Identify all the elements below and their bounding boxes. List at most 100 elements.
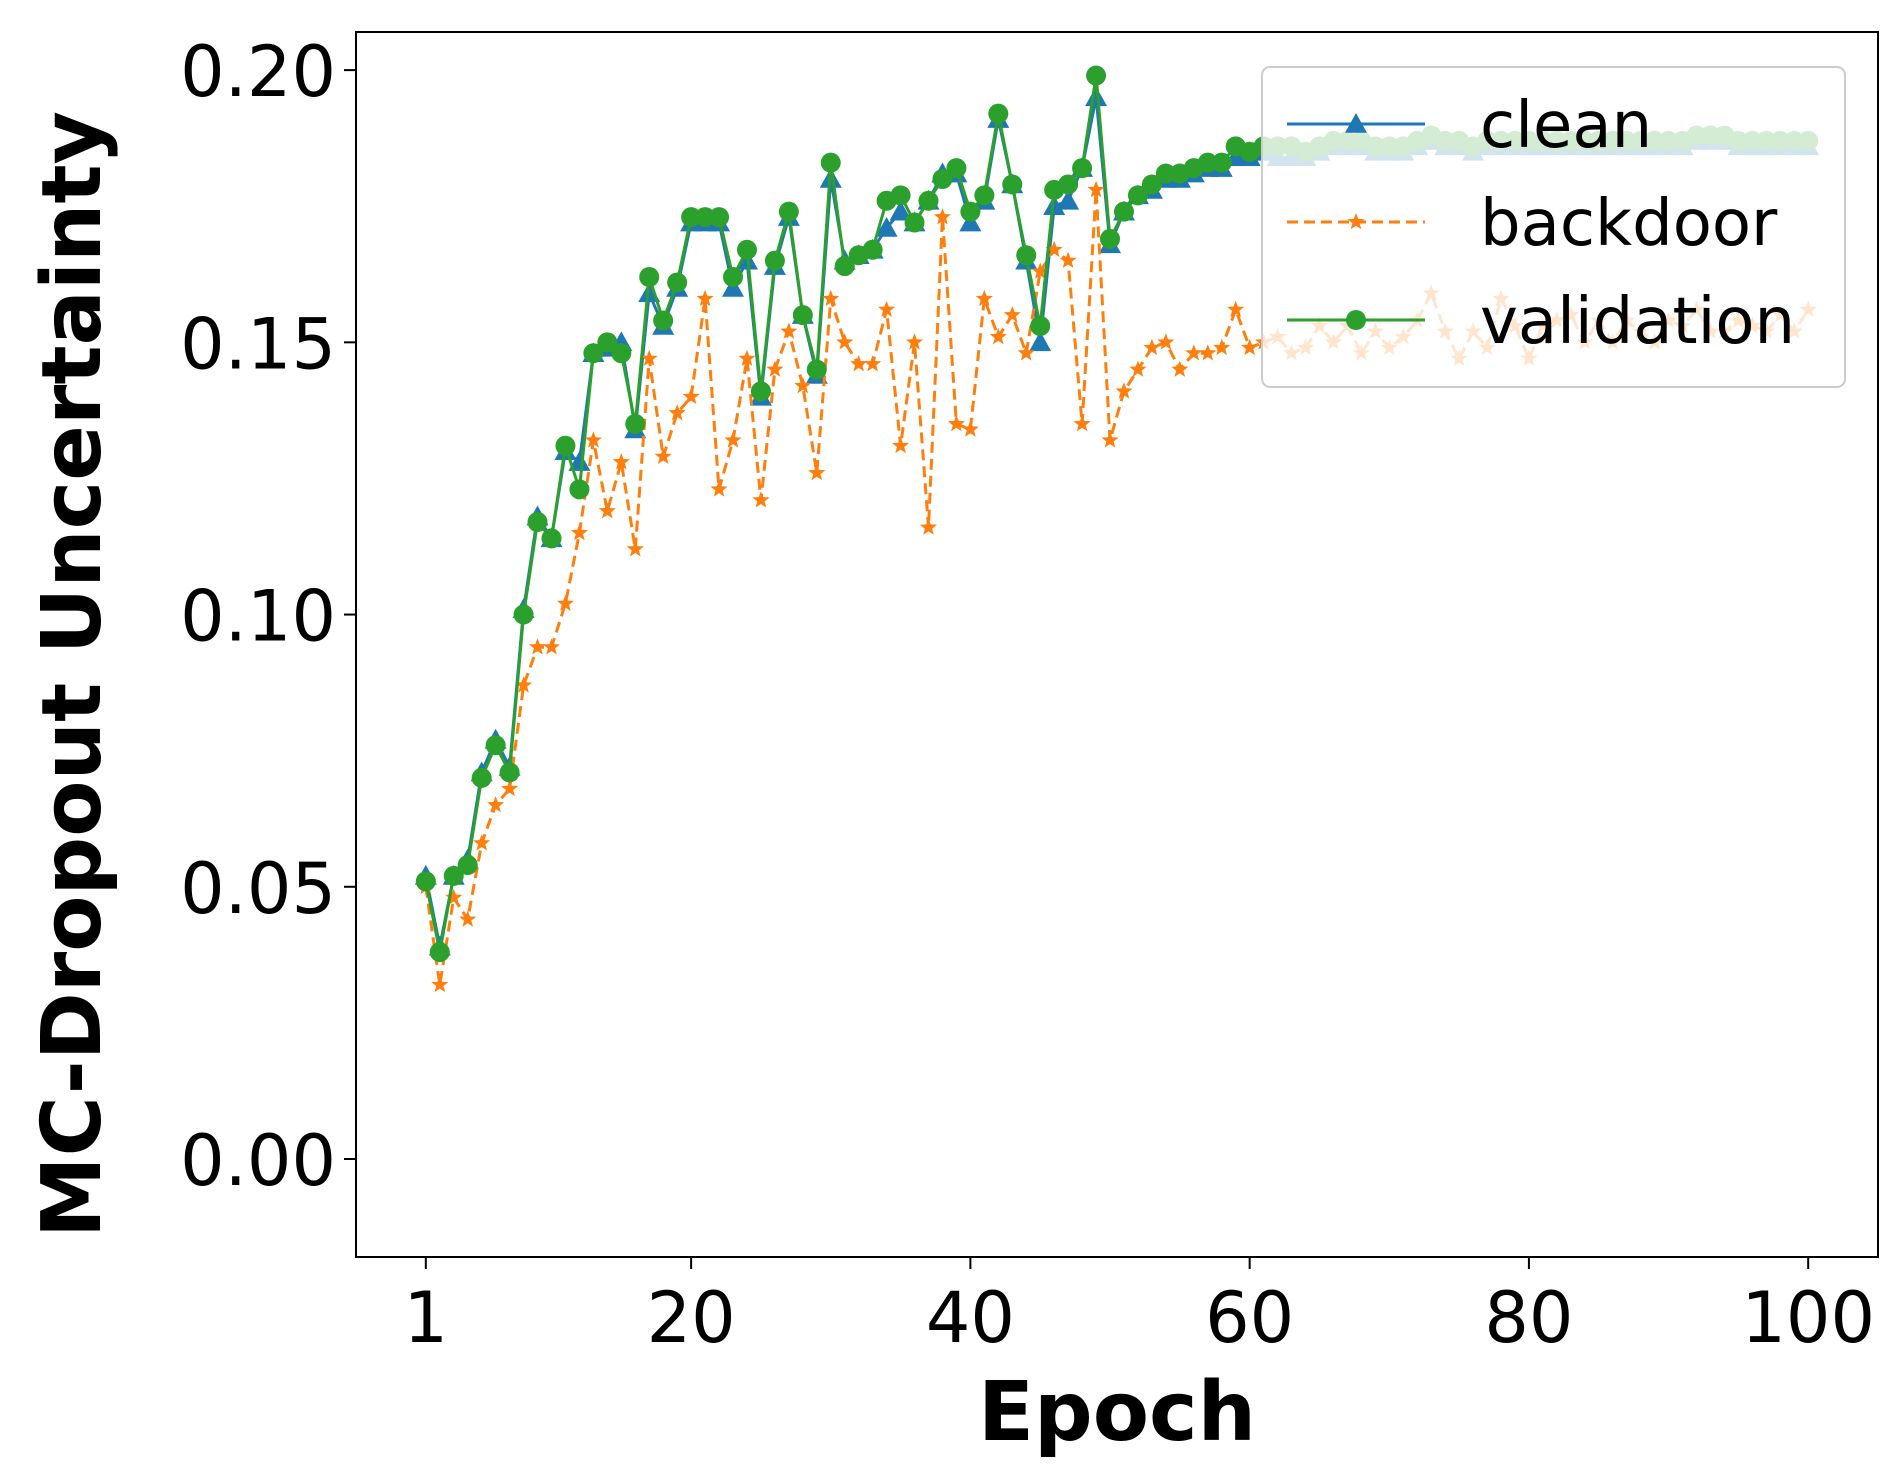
data-point-validation [723, 267, 744, 287]
data-point-validation [1030, 316, 1051, 336]
data-point-backdoor [612, 453, 630, 470]
data-point-backdoor [864, 355, 882, 372]
data-point-validation [1086, 65, 1107, 86]
data-point-validation [1058, 174, 1079, 195]
data-point-backdoor [1227, 300, 1245, 317]
y-axis-title: MC-Dropout Uncertainty [25, 111, 120, 1238]
legend-box [1261, 66, 1846, 388]
data-point-backdoor [947, 415, 965, 432]
data-point-backdoor [975, 289, 993, 307]
data-point-validation [834, 256, 855, 277]
data-point-validation [639, 267, 660, 287]
data-point-backdoor [1031, 262, 1049, 279]
data-point-validation [988, 103, 1009, 124]
data-point-validation [750, 381, 771, 402]
data-point-validation [1211, 152, 1232, 173]
data-point-backdoor [878, 300, 896, 317]
data-point-validation [681, 207, 702, 228]
legend-marker-backdoor [1347, 213, 1365, 230]
x-tick-label: 20 [647, 1277, 736, 1359]
data-point-clean [875, 217, 898, 237]
legend-entry-clean: clean [1287, 89, 1652, 163]
data-point-backdoor [808, 464, 826, 481]
data-point-backdoor [570, 523, 588, 541]
data-point-backdoor [1171, 360, 1189, 377]
data-point-clean [1057, 189, 1080, 210]
data-point-validation [583, 343, 604, 364]
data-point-validation [1002, 174, 1023, 195]
data-point-validation [653, 310, 674, 331]
data-point-backdoor [1129, 360, 1147, 377]
y-tick-label: 0.20 [180, 31, 336, 113]
data-point-validation [1197, 152, 1218, 173]
data-point-backdoor [1003, 306, 1021, 323]
data-point-backdoor [1185, 344, 1203, 361]
x-tick-label: 80 [1484, 1277, 1573, 1359]
data-point-backdoor [794, 376, 812, 394]
data-point-validation [792, 305, 813, 326]
data-point-backdoor [487, 796, 505, 813]
data-point-backdoor [668, 404, 686, 421]
data-point-validation [1127, 185, 1148, 206]
data-point-backdoor [431, 975, 449, 993]
data-point-validation [1113, 201, 1134, 222]
data-point-backdoor [501, 779, 519, 797]
data-point-backdoor [1241, 338, 1259, 356]
data-point-validation [485, 735, 506, 756]
data-point-backdoor [1143, 338, 1161, 356]
data-point-backdoor [654, 447, 672, 464]
data-point-clean [889, 200, 912, 221]
data-point-backdoor [1157, 333, 1175, 350]
data-point-validation [513, 604, 534, 625]
data-point-backdoor [752, 491, 770, 508]
data-point-validation [443, 865, 464, 886]
data-point-backdoor [892, 436, 910, 454]
data-point-clean [1085, 86, 1108, 107]
data-point-validation [1155, 163, 1176, 184]
legend: clean backdoor validation [1261, 66, 1846, 388]
data-point-validation [541, 528, 562, 549]
data-point-validation [555, 435, 576, 456]
legend-entries: clean backdoor validation [1287, 89, 1795, 359]
data-point-backdoor [1073, 415, 1091, 432]
data-point-backdoor [710, 480, 728, 497]
data-point-validation [457, 855, 478, 875]
data-point-validation [778, 201, 799, 222]
data-point-validation [890, 185, 911, 206]
data-point-backdoor [822, 289, 840, 307]
data-point-validation [695, 207, 716, 228]
data-point-backdoor [850, 355, 868, 372]
data-point-backdoor [640, 349, 658, 366]
x-axis-title: Epoch [978, 1365, 1256, 1460]
data-point-validation [1072, 158, 1093, 179]
y-axis: 0.00 0.05 0.10 0.15 0.20 [180, 31, 356, 1202]
legend-marker-validation [1346, 310, 1366, 330]
data-point-validation [597, 332, 618, 353]
data-point-validation [918, 190, 939, 211]
data-point-validation [709, 207, 730, 228]
data-point-validation [415, 871, 436, 892]
data-point-validation [974, 185, 995, 206]
x-tick-label: 60 [1205, 1277, 1294, 1359]
data-point-validation [904, 212, 925, 233]
data-point-validation [932, 169, 953, 189]
data-point-clean [1029, 331, 1052, 352]
legend-entry-backdoor: backdoor [1287, 187, 1778, 261]
data-point-backdoor [1017, 344, 1035, 361]
data-point-backdoor [906, 333, 924, 350]
data-point-validation [946, 158, 967, 179]
data-point-backdoor [473, 834, 491, 851]
data-point-backdoor [696, 289, 714, 307]
data-point-backdoor [724, 431, 742, 448]
data-point-backdoor [1059, 251, 1077, 268]
legend-label-validation: validation [1480, 285, 1795, 359]
data-point-backdoor [1045, 240, 1063, 258]
data-point-clean [568, 451, 591, 471]
data-point-validation [960, 201, 981, 222]
data-point-backdoor [1101, 431, 1119, 448]
x-tick-label: 100 [1741, 1277, 1875, 1359]
data-point-backdoor [598, 502, 616, 519]
data-point-backdoor [556, 594, 574, 611]
data-point-backdoor [529, 638, 547, 655]
